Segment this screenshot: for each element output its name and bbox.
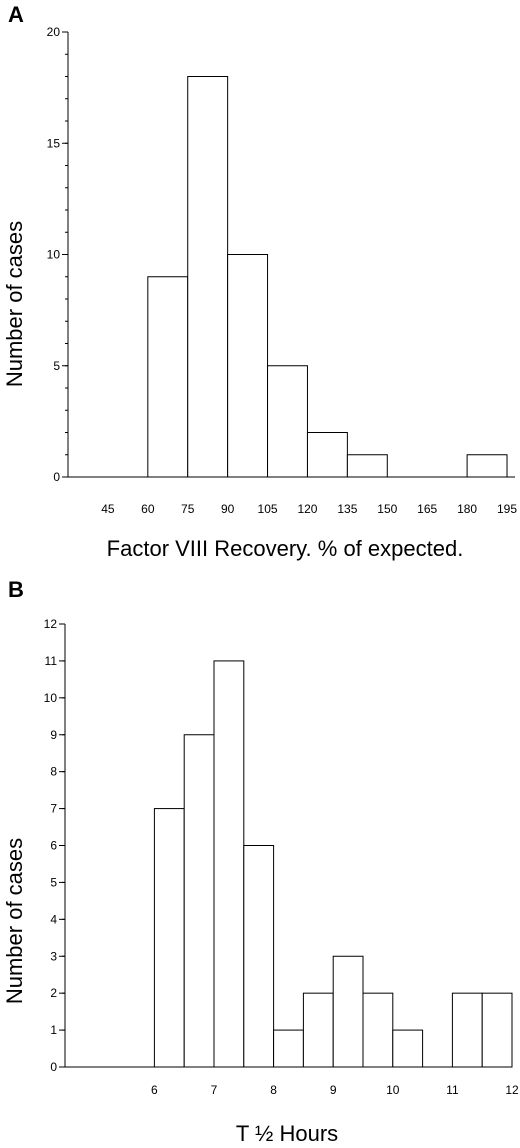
panel-letter-b: B	[8, 577, 24, 602]
histogram-bar	[346, 454, 388, 478]
x-tick-label: 105	[258, 502, 278, 516]
x-tick-label: 75	[181, 502, 195, 516]
x-tick-label: 8	[270, 1083, 277, 1097]
y-tick-label: 10	[44, 691, 58, 705]
x-tick-label: 120	[297, 502, 317, 516]
histogram-bar	[183, 734, 215, 1068]
y-tick-label: 15	[47, 136, 61, 150]
factor-viii-recovery-histogram: 0 5 10 15 20 45 60 75 90 105 120 135 150 165 180 195 Fac…	[2, 25, 517, 561]
y-tick-label: 0	[50, 1060, 57, 1074]
y-tick-label: 5	[53, 359, 60, 373]
x-tick-label: 45	[101, 502, 115, 516]
y-axis-title: Number of cases	[2, 838, 27, 1004]
y-tick-label: 12	[44, 617, 58, 631]
histogram-panel-b: B 0 1 2 3 4 5 6 7 8 9 10 11 12 6 7 8 9 10 11 12 T ½ Hours Num…	[0, 575, 520, 1148]
histogram-bar	[147, 276, 189, 478]
histogram-bar	[466, 454, 508, 478]
histogram-panel-a: A 0 5 10 15 20 45 60 75 90 105 120 135 150 165 180 195 F…	[2, 2, 517, 561]
x-tick-label: 90	[221, 502, 235, 516]
y-tick-label: 4	[50, 912, 57, 926]
x-tick-label: 195	[497, 502, 517, 516]
histogram-bar	[187, 76, 229, 478]
histogram-bar	[302, 992, 334, 1068]
x-tick-label: 7	[211, 1083, 218, 1097]
y-tick-label: 3	[50, 949, 57, 963]
y-tick-label: 5	[50, 875, 57, 889]
histogram-bar	[243, 845, 275, 1068]
histogram-bar	[481, 992, 513, 1068]
x-tick-label: 12	[505, 1083, 519, 1097]
histogram-bar	[392, 1029, 424, 1068]
x-axis-title: Factor VIII Recovery. % of expected.	[107, 536, 464, 561]
x-tick-label: 6	[151, 1083, 158, 1097]
x-tick-label: 9	[330, 1083, 337, 1097]
y-tick-label: 0	[53, 470, 60, 484]
x-tick-label: 165	[417, 502, 437, 516]
x-tick-label: 150	[377, 502, 397, 516]
x-tick-label: 11	[446, 1083, 459, 1097]
y-tick-label: 2	[50, 986, 57, 1000]
y-tick-label: 6	[50, 839, 57, 853]
y-tick-label: 8	[50, 765, 57, 779]
y-tick-label: 20	[47, 25, 61, 39]
y-tick-label: 11	[45, 654, 58, 668]
histogram-bar	[332, 955, 364, 1068]
x-tick-label: 60	[141, 502, 155, 516]
x-tick-label: 10	[386, 1083, 400, 1097]
x-tick-label: 180	[457, 502, 477, 516]
y-tick-label: 1	[50, 1023, 57, 1037]
y-tick-label: 10	[47, 248, 61, 262]
histogram-bar	[306, 432, 348, 478]
histogram-bar	[362, 992, 394, 1068]
x-axis-title: T ½ Hours	[236, 1121, 338, 1146]
histogram-bar	[227, 254, 269, 478]
y-tick-label: 7	[50, 802, 57, 816]
x-tick-label: 135	[337, 502, 357, 516]
histogram-bar	[267, 365, 308, 478]
histogram-bar	[273, 1029, 304, 1068]
y-axis-title: Number of cases	[2, 221, 27, 387]
histogram-bar	[153, 808, 185, 1068]
panel-letter-a: A	[8, 2, 24, 27]
y-tick-label: 9	[50, 728, 57, 742]
histogram-bar	[213, 660, 245, 1068]
histogram-bar	[451, 992, 483, 1068]
